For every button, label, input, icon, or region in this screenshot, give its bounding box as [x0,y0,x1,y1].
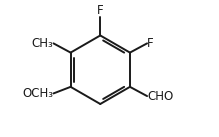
Text: CHO: CHO [148,90,174,103]
Text: F: F [97,4,104,17]
Text: CH₃: CH₃ [32,37,53,50]
Text: F: F [147,37,154,50]
Text: OCH₃: OCH₃ [23,87,53,100]
